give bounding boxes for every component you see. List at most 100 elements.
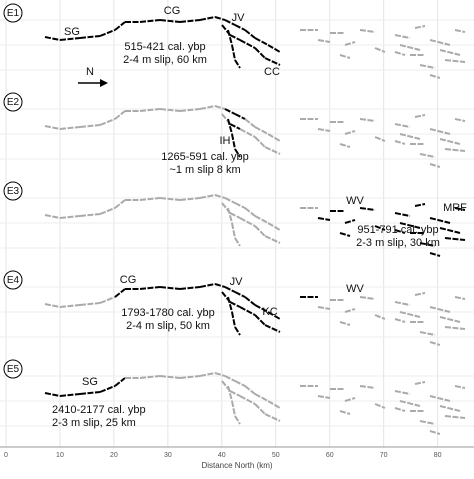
fault-trace (429, 341, 441, 346)
fault-trace (229, 301, 241, 308)
x-tick-label: 10 (56, 452, 64, 459)
panel-label: E4 (7, 275, 20, 286)
fault-trace (429, 252, 441, 257)
fault-trace (99, 385, 116, 393)
fault-trace (139, 375, 161, 379)
fault-trace (227, 118, 233, 135)
fault-trace (79, 124, 101, 128)
fault-trace (179, 375, 201, 379)
fault-trace (59, 126, 81, 130)
fault-trace (344, 397, 356, 402)
slip-label: 2-4 m slip, 50 km (126, 320, 210, 332)
fault-trace (229, 34, 241, 41)
fault-trace (419, 242, 436, 247)
slip-label: 2-3 m slip, 30 km (356, 237, 440, 249)
fault-trace (214, 105, 226, 110)
fault-trace (394, 140, 406, 145)
fault-trace (159, 375, 181, 379)
fault-trace (244, 207, 256, 217)
fault-trace (399, 400, 421, 407)
fault-trace (394, 212, 411, 217)
fault-trace (254, 393, 269, 402)
fault-trace (444, 326, 466, 330)
fault-trace (239, 306, 256, 316)
fault-trace (114, 110, 126, 120)
fault-trace (454, 29, 466, 33)
fault-trace (244, 118, 256, 128)
fault-trace (44, 125, 61, 130)
fault-trace (394, 34, 411, 39)
fault-trace (344, 219, 356, 224)
fault-trace (454, 385, 466, 389)
fault-trace (454, 118, 466, 122)
fault-trace (264, 146, 281, 155)
fault-trace (231, 400, 236, 417)
fault-trace (139, 197, 161, 201)
panel-label: E1 (7, 8, 20, 19)
fault-trace (79, 302, 101, 306)
x-tick-label: 50 (272, 452, 280, 459)
north-label: N (86, 66, 94, 78)
x-tick-label: 0 (4, 452, 8, 459)
fault-trace (59, 215, 81, 219)
panel-badge (3, 92, 23, 112)
slip-label: ~1 m slip 8 km (169, 164, 240, 176)
fault-trace (254, 37, 269, 46)
fault-label: KC (262, 306, 277, 318)
fault-trace (229, 390, 241, 397)
fault-trace (454, 207, 466, 211)
fault-trace (159, 286, 181, 290)
fault-trace (264, 324, 281, 333)
fault-trace (244, 29, 256, 39)
fault-trace (267, 133, 281, 142)
fault-trace (429, 217, 451, 224)
panel-label: E3 (7, 186, 20, 197)
panel-badge (3, 359, 23, 379)
fault-trace (374, 403, 386, 409)
fault-trace (139, 286, 161, 290)
fault-trace (234, 415, 241, 425)
fault-trace (239, 128, 256, 138)
fault-trace (44, 303, 61, 308)
age-label: 1265-591 cal. ybp (161, 151, 248, 163)
fault-trace (114, 377, 126, 387)
fault-trace (234, 237, 241, 247)
fault-trace (199, 283, 216, 288)
fault-trace (224, 197, 236, 204)
fault-trace (234, 59, 241, 69)
x-tick-label: 40 (218, 452, 226, 459)
fault-trace (439, 316, 461, 323)
fault-trace (444, 59, 466, 63)
fault-trace (44, 36, 61, 41)
fault-trace (229, 212, 241, 219)
age-label: 2410-2177 cal. ybp (52, 404, 146, 416)
fault-trace (429, 430, 441, 435)
fault-trace (114, 288, 126, 298)
fault-trace (254, 225, 266, 237)
fault-trace (419, 64, 436, 69)
fault-trace (267, 44, 281, 53)
fault-trace (394, 51, 406, 56)
fault-trace (254, 304, 269, 313)
fault-label: JV (230, 276, 244, 288)
fault-trace (59, 304, 81, 308)
fault-trace (394, 318, 406, 323)
fault-trace (99, 296, 116, 304)
fault-trace (231, 133, 236, 150)
fault-trace (429, 306, 451, 313)
fault-trace (79, 213, 101, 217)
fault-trace (159, 19, 181, 23)
fault-trace (414, 381, 426, 385)
fault-label: SG (64, 26, 80, 38)
fault-trace (254, 403, 266, 415)
age-label: 951-791 cal. ybp (357, 224, 438, 236)
fault-trace (239, 39, 256, 49)
fault-trace (179, 108, 201, 112)
fault-trace (234, 380, 246, 387)
fault-trace (267, 222, 281, 231)
fault-trace (394, 407, 406, 412)
fault-trace (227, 207, 233, 224)
fault-label: WV (346, 195, 364, 207)
fault-trace (179, 286, 201, 290)
fault-trace (254, 314, 266, 326)
